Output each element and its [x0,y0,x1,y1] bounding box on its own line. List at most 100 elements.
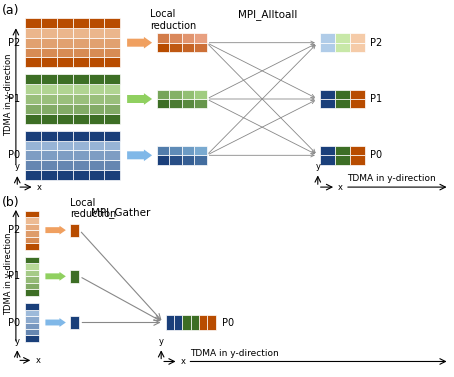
Bar [350,43,365,52]
Bar [57,94,73,104]
Text: (b): (b) [2,196,20,209]
Bar [104,94,120,104]
Bar [89,94,104,104]
Bar [350,155,365,165]
Bar [25,329,39,336]
Bar [41,114,57,124]
Bar [104,18,120,28]
Bar [335,33,350,43]
Bar [41,150,57,160]
Bar [25,141,41,150]
Bar [89,150,104,160]
Bar [194,99,207,109]
Bar [320,99,335,109]
Bar [89,160,104,170]
Bar [157,99,169,109]
FancyArrow shape [127,150,152,161]
Bar [25,217,39,224]
Bar [57,38,73,48]
Bar [350,99,365,109]
Bar [89,170,104,180]
Bar [104,57,120,67]
Bar [25,28,41,38]
Text: P1: P1 [8,94,20,104]
Text: P0: P0 [8,317,20,328]
Text: (a): (a) [2,5,20,17]
Bar [194,155,207,165]
Bar [57,18,73,28]
Bar [104,104,120,114]
Bar [25,211,39,217]
Text: TDMA in y-direction: TDMA in y-direction [4,53,13,136]
Bar [320,146,335,155]
Text: Local
reduction: Local reduction [150,9,196,31]
Bar [169,99,182,109]
Bar [104,141,120,150]
Bar [89,104,104,114]
Text: P1: P1 [370,94,382,104]
Bar [41,84,57,94]
Text: MPI_Alltoall: MPI_Alltoall [238,9,297,20]
Bar [25,303,39,310]
FancyArrow shape [127,93,152,105]
Bar [89,114,104,124]
Bar [57,160,73,170]
Bar [89,75,104,84]
Text: x: x [181,357,186,366]
Bar [104,150,120,160]
Bar [73,150,89,160]
Bar [182,33,194,43]
Bar [41,170,57,180]
Text: y: y [315,162,321,171]
Bar [25,310,39,316]
Bar [89,18,104,28]
Bar [194,90,207,99]
Bar [25,160,41,170]
Bar [57,75,73,84]
Bar [182,90,194,99]
Bar [320,43,335,52]
Bar [73,84,89,94]
Text: TDMA in y-direction: TDMA in y-direction [4,232,13,315]
Bar [194,33,207,43]
Bar [89,28,104,38]
Bar [73,48,89,57]
Bar [169,33,182,43]
Bar [89,84,104,94]
Bar [57,114,73,124]
Text: P0: P0 [370,150,382,160]
Text: P2: P2 [8,38,20,48]
Bar [104,170,120,180]
Bar [320,33,335,43]
Bar [25,48,41,57]
Bar [25,94,41,104]
Text: y: y [158,337,164,346]
Bar [157,146,169,155]
Text: y: y [15,337,20,346]
Bar [89,131,104,141]
Bar [25,84,41,94]
Bar [25,104,41,114]
Bar [25,38,41,48]
Bar [157,90,169,99]
Bar [25,18,41,28]
Bar [57,170,73,180]
Text: TDMA in y-direction: TDMA in y-direction [190,349,278,358]
Bar [25,270,39,276]
Bar [73,75,89,84]
Bar [73,104,89,114]
Bar [73,57,89,67]
Bar [41,94,57,104]
Bar [25,170,41,180]
Bar [25,230,39,237]
FancyArrow shape [45,272,66,281]
FancyArrow shape [45,226,66,234]
Bar [335,146,350,155]
Text: x: x [35,356,40,365]
Text: P1: P1 [8,271,20,281]
FancyArrow shape [45,318,66,327]
Text: MPI_Gather: MPI_Gather [91,207,150,218]
Text: P2: P2 [370,38,382,48]
Text: P0: P0 [222,317,235,328]
Bar [89,48,104,57]
